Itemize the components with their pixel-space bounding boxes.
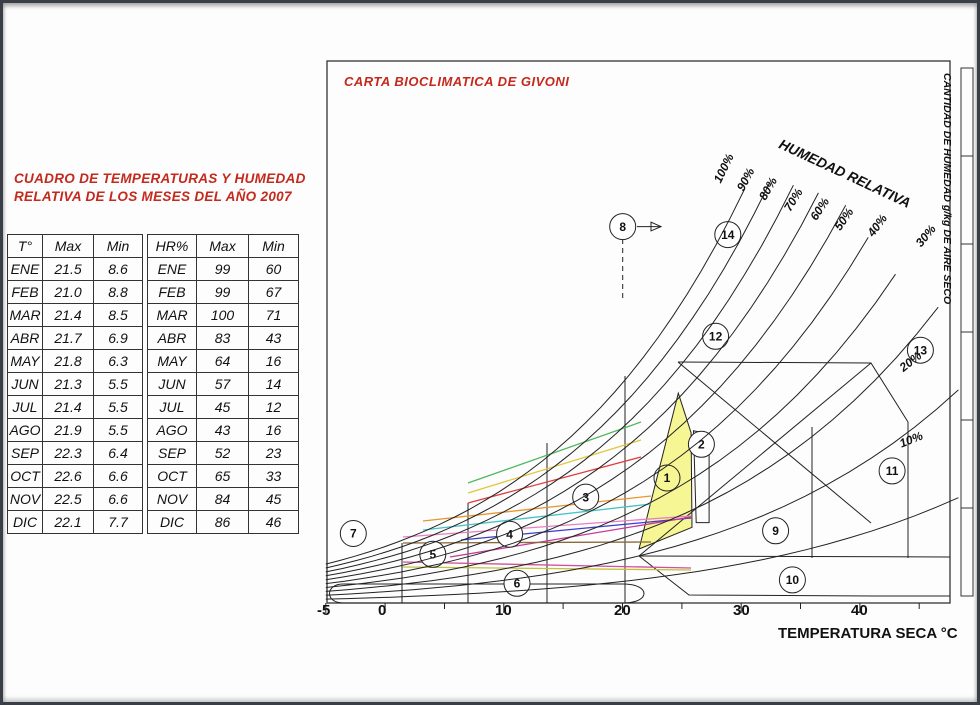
svg-text:14: 14 (721, 228, 735, 242)
svg-text:8: 8 (619, 220, 626, 234)
svg-text:12: 12 (709, 330, 723, 344)
svg-text:10: 10 (786, 573, 800, 587)
svg-text:11: 11 (886, 464, 899, 478)
svg-text:4: 4 (506, 527, 513, 541)
svg-text:1: 1 (664, 471, 671, 485)
svg-text:7: 7 (350, 527, 357, 541)
svg-text:9: 9 (772, 524, 779, 538)
